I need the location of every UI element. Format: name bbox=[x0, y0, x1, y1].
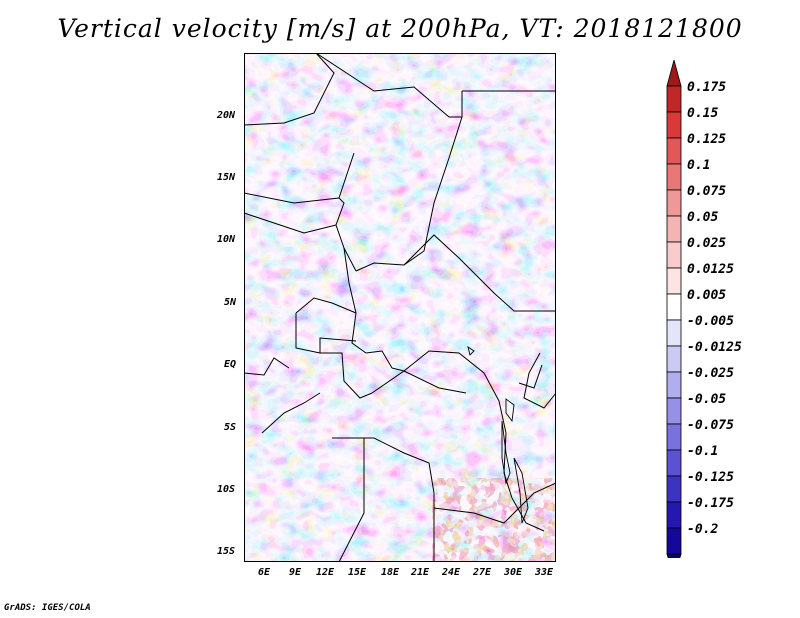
colorbar-segment bbox=[666, 267, 682, 295]
colorbar-label: 0.0125 bbox=[687, 262, 734, 277]
colorbar-label: 0.025 bbox=[687, 236, 727, 251]
grads-credit: GrADS: IGES/COLA bbox=[4, 603, 91, 613]
lon-label-33e: 33E bbox=[535, 567, 554, 578]
colorbar-segment bbox=[666, 215, 682, 243]
lon-label-6e: 6E bbox=[258, 567, 271, 578]
colorbar-segment bbox=[666, 501, 682, 529]
lat-label-eq: EQ bbox=[224, 359, 237, 370]
lon-label-21e: 21E bbox=[411, 567, 430, 578]
lon-label-30e: 30E bbox=[504, 567, 523, 578]
colorbar-segment bbox=[666, 189, 682, 217]
lake-outlines bbox=[467, 345, 529, 524]
colorbar-label: 0.005 bbox=[687, 288, 727, 303]
colorbar-label: -0.005 bbox=[687, 314, 734, 329]
colorbar-segment bbox=[666, 423, 682, 451]
lat-label-15n: 15N bbox=[217, 172, 236, 183]
colorbar-min-arrow bbox=[666, 553, 682, 558]
lon-label-12e: 12E bbox=[316, 567, 335, 578]
colorbar-max-arrow bbox=[666, 60, 682, 87]
lat-label-5n: 5N bbox=[224, 297, 237, 308]
colorbar-segment bbox=[666, 137, 682, 165]
colorbar-label: -0.0125 bbox=[687, 340, 742, 355]
lat-label-5s: 5S bbox=[224, 422, 237, 433]
lon-label-18e: 18E bbox=[381, 567, 400, 578]
colorbar-segment bbox=[666, 293, 682, 321]
colorbar-label: -0.025 bbox=[687, 366, 734, 381]
colorbar-label: 0.15 bbox=[687, 106, 719, 121]
colorbar-segment bbox=[666, 241, 682, 269]
lat-label-10n: 10N bbox=[217, 234, 236, 245]
colorbar-label: 0.075 bbox=[687, 184, 727, 199]
colorbar-segment bbox=[666, 163, 682, 191]
colorbar-segment bbox=[666, 397, 682, 425]
colorbar-label: -0.175 bbox=[687, 496, 734, 511]
colorbar-segment bbox=[666, 345, 682, 373]
colorbar-label: -0.2 bbox=[687, 522, 719, 537]
colorbar-label: -0.05 bbox=[687, 392, 727, 407]
colorbar-label: -0.075 bbox=[687, 418, 734, 433]
lat-label-15s: 15S bbox=[217, 546, 236, 557]
colorbar-segment bbox=[666, 319, 682, 347]
lon-label-27e: 27E bbox=[473, 567, 492, 578]
colorbar-segment bbox=[666, 475, 682, 503]
lon-label-15e: 15E bbox=[348, 567, 367, 578]
colorbar bbox=[666, 60, 682, 558]
map-panel bbox=[244, 53, 556, 562]
colorbar-segment bbox=[666, 111, 682, 139]
vertical-velocity-field bbox=[244, 53, 556, 562]
colorbar-segment bbox=[666, 371, 682, 399]
lat-label-10s: 10S bbox=[217, 484, 236, 495]
country-borders bbox=[244, 53, 556, 562]
colorbar-segment bbox=[666, 527, 682, 555]
colorbar-label: 0.175 bbox=[687, 80, 727, 95]
colorbar-label: 0.1 bbox=[687, 158, 711, 173]
colorbar-label: -0.1 bbox=[687, 444, 719, 459]
lon-label-9e: 9E bbox=[289, 567, 302, 578]
colorbar-label: -0.125 bbox=[687, 470, 734, 485]
plot-title: Vertical velocity [m/s] at 200hPa, VT: 2… bbox=[57, 14, 743, 43]
lat-label-20n: 20N bbox=[217, 110, 236, 121]
colorbar-label: 0.125 bbox=[687, 132, 727, 147]
colorbar-label: 0.05 bbox=[687, 210, 719, 225]
colorbar-segment bbox=[666, 449, 682, 477]
colorbar-segment bbox=[666, 85, 682, 113]
lon-label-24e: 24E bbox=[442, 567, 461, 578]
